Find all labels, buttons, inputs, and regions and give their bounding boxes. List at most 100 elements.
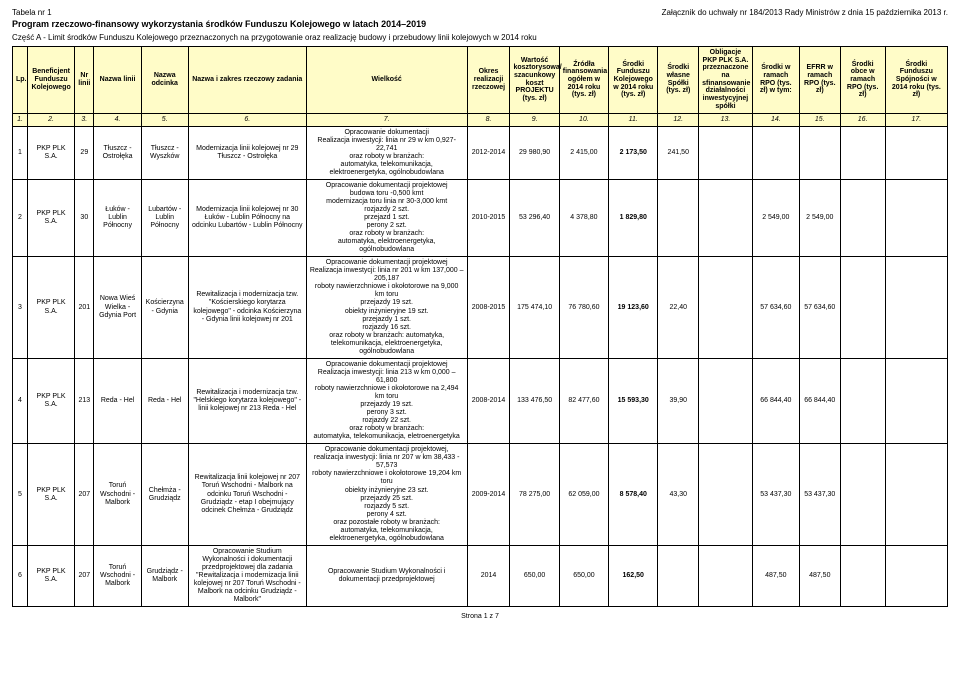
cell: Rewitalizacja linii kolejowej nr 207 Tor… bbox=[188, 444, 306, 546]
cell: Lubartów - Lublin Północny bbox=[141, 179, 188, 256]
cell: 207 bbox=[75, 545, 94, 606]
cell bbox=[699, 545, 753, 606]
cell: 650,00 bbox=[559, 545, 608, 606]
cell: 4 378,80 bbox=[559, 179, 608, 256]
cell bbox=[885, 545, 947, 606]
col-header-9: Wartość kosztorysowa/ szacunkowy koszt P… bbox=[510, 47, 559, 114]
cell: 43,30 bbox=[658, 444, 699, 546]
cell: 162,50 bbox=[609, 545, 658, 606]
cell: 4 bbox=[13, 358, 28, 443]
cell: 2 549,00 bbox=[799, 179, 840, 256]
table-row: 4PKP PLK S.A.213Reda - HelReda - HelRewi… bbox=[13, 358, 948, 443]
col-header-16: Środki obce w ramach RPO (tys. zł) bbox=[840, 47, 885, 114]
col-num-12: 12. bbox=[658, 113, 699, 126]
cell: 53 437,30 bbox=[799, 444, 840, 546]
cell: 39,90 bbox=[658, 358, 699, 443]
cell: 22,40 bbox=[658, 257, 699, 359]
cell bbox=[699, 444, 753, 546]
cell bbox=[885, 358, 947, 443]
col-num-7: 7. bbox=[306, 113, 467, 126]
col-header-4: Nazwa linii bbox=[94, 47, 141, 114]
cell: 213 bbox=[75, 358, 94, 443]
col-num-14: 14. bbox=[752, 113, 799, 126]
cell: 2014 bbox=[467, 545, 510, 606]
col-header-11: Środki Funduszu Kolejowego w 2014 roku (… bbox=[609, 47, 658, 114]
col-header-12: Środki własne Spółki (tys. zł) bbox=[658, 47, 699, 114]
cell bbox=[840, 358, 885, 443]
cell: Opracowanie dokumentacji projektowej Rea… bbox=[306, 257, 467, 359]
cell: 57 634,60 bbox=[752, 257, 799, 359]
col-header-5: Nazwa odcinka bbox=[141, 47, 188, 114]
cell: 57 634,60 bbox=[799, 257, 840, 359]
cell: Opracowanie dokumentacji projektowej Rea… bbox=[306, 358, 467, 443]
cell: Reda - Hel bbox=[94, 358, 141, 443]
col-num-4: 4. bbox=[94, 113, 141, 126]
cell bbox=[840, 257, 885, 359]
cell: Grudziądz - Malbork bbox=[141, 545, 188, 606]
cell: Tłuszcz - Ostrołęka bbox=[94, 126, 141, 179]
cell bbox=[840, 444, 885, 546]
col-header-8: Okres realizacji rzeczowej bbox=[467, 47, 510, 114]
cell: Opracowanie dokumentacji projektowej, re… bbox=[306, 444, 467, 546]
col-num-3: 3. bbox=[75, 113, 94, 126]
attachment-ref: Załącznik do uchwały nr 184/2013 Rady Mi… bbox=[662, 8, 948, 17]
cell: Reda - Hel bbox=[141, 358, 188, 443]
cell bbox=[840, 545, 885, 606]
cell: 6 bbox=[13, 545, 28, 606]
cell bbox=[699, 358, 753, 443]
cell bbox=[658, 179, 699, 256]
cell bbox=[840, 179, 885, 256]
cell: 15 593,30 bbox=[609, 358, 658, 443]
cell bbox=[885, 444, 947, 546]
col-header-1: Lp. bbox=[13, 47, 28, 114]
cell: 78 275,00 bbox=[510, 444, 559, 546]
cell: Rewitalizacja i modernizacja tzw. "Kości… bbox=[188, 257, 306, 359]
cell: 201 bbox=[75, 257, 94, 359]
col-num-1: 1. bbox=[13, 113, 28, 126]
cell: Modernizacja linii kolejowej nr 30 Łuków… bbox=[188, 179, 306, 256]
cell: 2 549,00 bbox=[752, 179, 799, 256]
doc-part: Część A - Limit środków Funduszu Kolejow… bbox=[12, 33, 948, 42]
cell: 241,50 bbox=[658, 126, 699, 179]
col-num-11: 11. bbox=[609, 113, 658, 126]
cell bbox=[885, 179, 947, 256]
cell: 207 bbox=[75, 444, 94, 546]
col-num-5: 5. bbox=[141, 113, 188, 126]
cell: PKP PLK S.A. bbox=[28, 257, 75, 359]
col-num-2: 2. bbox=[28, 113, 75, 126]
col-header-6: Nazwa i zakres rzeczowy zadania bbox=[188, 47, 306, 114]
col-header-10: Źródła finansowania ogółem w 2014 roku (… bbox=[559, 47, 608, 114]
col-header-14: Środki w ramach RPO (tys. zł) w tym: bbox=[752, 47, 799, 114]
col-num-6: 6. bbox=[188, 113, 306, 126]
main-table: Lp.Beneficjent Funduszu KolejowegoNr lin… bbox=[12, 46, 948, 607]
doc-title: Program rzeczowo-finansowy wykorzystania… bbox=[12, 19, 948, 29]
cell: 2012-2014 bbox=[467, 126, 510, 179]
cell: Opracowanie dokumentacji Realizacja inwe… bbox=[306, 126, 467, 179]
cell: Tłuszcz - Wyszków bbox=[141, 126, 188, 179]
cell: 76 780,60 bbox=[559, 257, 608, 359]
cell: PKP PLK S.A. bbox=[28, 179, 75, 256]
cell: Kościerzyna - Gdynia bbox=[141, 257, 188, 359]
cell bbox=[699, 257, 753, 359]
col-header-15: EFRR w ramach RPO (tys. zł) bbox=[799, 47, 840, 114]
col-num-16: 16. bbox=[840, 113, 885, 126]
cell: 82 477,60 bbox=[559, 358, 608, 443]
cell: Toruń Wschodni - Malbork bbox=[94, 545, 141, 606]
cell: Łuków - Lublin Północny bbox=[94, 179, 141, 256]
cell: Modernizacja linii kolejowej nr 29 Tłusz… bbox=[188, 126, 306, 179]
col-num-8: 8. bbox=[467, 113, 510, 126]
cell: Chełmża - Grudziądz bbox=[141, 444, 188, 546]
col-num-15: 15. bbox=[799, 113, 840, 126]
cell: Opracowanie Studium Wykonalności i dokum… bbox=[188, 545, 306, 606]
col-num-17: 17. bbox=[885, 113, 947, 126]
cell: Nowa Wieś Wielka - Gdynia Port bbox=[94, 257, 141, 359]
cell: 650,00 bbox=[510, 545, 559, 606]
cell bbox=[799, 126, 840, 179]
cell bbox=[699, 179, 753, 256]
cell: 1 829,80 bbox=[609, 179, 658, 256]
cell bbox=[658, 545, 699, 606]
table-row: 3PKP PLK S.A.201Nowa Wieś Wielka - Gdyni… bbox=[13, 257, 948, 359]
cell: 8 578,40 bbox=[609, 444, 658, 546]
cell bbox=[885, 257, 947, 359]
table-row: 5PKP PLK S.A.207Toruń Wschodni - Malbork… bbox=[13, 444, 948, 546]
